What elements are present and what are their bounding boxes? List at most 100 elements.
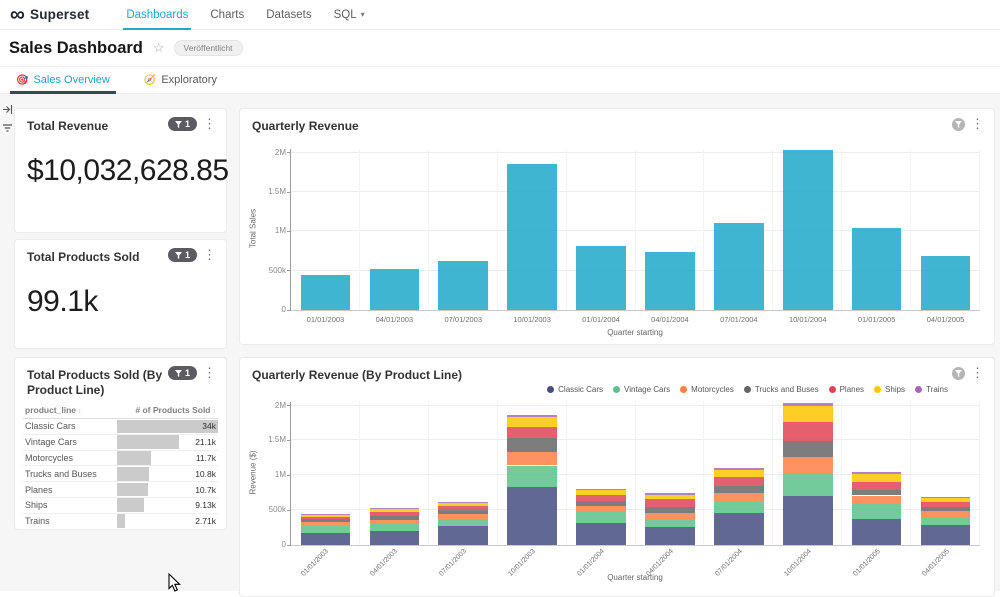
bar-segment[interactable] — [507, 414, 557, 418]
bar[interactable] — [507, 163, 557, 310]
kebab-menu-icon[interactable]: ⋮ — [203, 247, 216, 262]
bar[interactable] — [300, 275, 351, 310]
bar-segment[interactable] — [300, 519, 351, 522]
bar-segment[interactable] — [576, 522, 626, 545]
bar-segment[interactable] — [714, 492, 764, 502]
cross-filter-indicator-icon[interactable] — [952, 117, 965, 131]
bar[interactable] — [645, 251, 695, 310]
cross-filter-indicator-icon[interactable] — [952, 366, 965, 380]
bar-segment[interactable] — [714, 501, 764, 513]
bar-segment[interactable] — [507, 487, 557, 545]
bar-segment[interactable] — [369, 531, 420, 545]
column-header-product-line[interactable]: product_line ↕ — [23, 403, 117, 419]
legend-item-trucks-and-buses[interactable]: Trucks and Buses — [743, 385, 819, 394]
legend-item-ships[interactable]: Ships — [874, 385, 905, 394]
tab-exploratory[interactable]: 🧭 Exploratory — [138, 67, 223, 93]
bar-segment[interactable] — [920, 517, 971, 525]
kebab-menu-icon[interactable]: ⋮ — [971, 365, 984, 380]
filter-icon[interactable] — [2, 123, 13, 133]
bar-segment[interactable] — [645, 493, 695, 495]
bar-segment[interactable] — [507, 438, 557, 452]
kebab-menu-icon[interactable]: ⋮ — [971, 116, 984, 131]
bar[interactable] — [369, 268, 420, 310]
bar-segment[interactable] — [851, 481, 902, 490]
bar-segment[interactable] — [714, 476, 764, 486]
bar-segment[interactable] — [920, 496, 971, 499]
bar-segment[interactable] — [438, 518, 489, 527]
bar-segment[interactable] — [576, 505, 626, 513]
bar-segment[interactable] — [369, 512, 420, 517]
expand-filter-bar-icon[interactable] — [2, 104, 13, 115]
bar[interactable] — [920, 255, 971, 310]
bar-segment[interactable] — [920, 506, 971, 511]
bar-segment[interactable] — [576, 488, 626, 490]
bar-segment[interactable] — [576, 495, 626, 502]
table-row[interactable]: Classic Cars 34k — [23, 418, 218, 435]
bar[interactable] — [851, 227, 902, 310]
favorite-star-icon[interactable]: ☆ — [152, 40, 165, 55]
bar-segment[interactable] — [851, 503, 902, 519]
table-row[interactable]: Ships 9.13k — [23, 497, 218, 514]
bar-segment[interactable] — [438, 509, 489, 514]
nav-item-dashboards[interactable]: Dashboards — [115, 0, 199, 30]
bar-segment[interactable] — [782, 473, 833, 497]
bar-segment[interactable] — [507, 451, 557, 466]
bar-segment[interactable] — [714, 467, 764, 471]
bar-segment[interactable] — [782, 496, 833, 545]
nav-item-datasets[interactable]: Datasets — [266, 8, 312, 21]
bar-segment[interactable] — [920, 524, 971, 545]
bar-segment[interactable] — [576, 512, 626, 523]
bar-segment[interactable] — [438, 502, 489, 506]
column-header-products-sold[interactable]: # of Products Sold ↕ — [116, 403, 218, 419]
legend-item-classic-cars[interactable]: Classic Cars — [547, 385, 603, 394]
bar-segment[interactable] — [782, 402, 833, 406]
bar-segment[interactable] — [507, 417, 557, 428]
bar-segment[interactable] — [645, 526, 695, 545]
applied-filter-badge[interactable]: 1 — [167, 117, 197, 131]
bar-segment[interactable] — [438, 526, 489, 545]
bar-segment[interactable] — [851, 495, 902, 504]
bar-segment[interactable] — [645, 518, 695, 527]
bar-segment[interactable] — [714, 512, 764, 545]
bar-segment[interactable] — [645, 507, 695, 513]
bar-segment[interactable] — [714, 470, 764, 477]
applied-filter-badge[interactable]: 1 — [167, 366, 197, 380]
bar[interactable] — [576, 246, 626, 310]
bar-segment[interactable] — [851, 489, 902, 496]
bar-segment[interactable] — [369, 516, 420, 520]
legend-item-vintage-cars[interactable]: Vintage Cars — [613, 385, 670, 394]
table-row[interactable]: Planes 10.7k — [23, 481, 218, 498]
nav-item-charts[interactable]: Charts — [210, 8, 245, 21]
bar[interactable] — [438, 261, 489, 310]
bar-segment[interactable] — [851, 471, 902, 474]
bar-segment[interactable] — [300, 521, 351, 525]
bar-segment[interactable] — [782, 405, 833, 422]
bar-segment[interactable] — [369, 509, 420, 513]
bar[interactable] — [782, 149, 833, 310]
bar-segment[interactable] — [438, 513, 489, 519]
bar[interactable] — [714, 223, 764, 310]
bar-segment[interactable] — [300, 513, 351, 515]
bar-segment[interactable] — [576, 501, 626, 506]
bar-segment[interactable] — [920, 501, 971, 507]
kebab-menu-icon[interactable]: ⋮ — [203, 365, 216, 380]
bar-segment[interactable] — [438, 505, 489, 510]
bar-segment[interactable] — [507, 465, 557, 488]
bar-segment[interactable] — [645, 494, 695, 499]
bar-segment[interactable] — [369, 508, 420, 510]
bar-segment[interactable] — [576, 489, 626, 496]
bar-segment[interactable] — [300, 514, 351, 517]
published-badge[interactable]: Veröffentlicht — [173, 40, 243, 56]
applied-filter-badge[interactable]: 1 — [167, 248, 197, 262]
tab-sales-overview[interactable]: 🎯 Sales Overview — [10, 67, 116, 94]
table-row[interactable]: Vintage Cars 21.1k — [23, 434, 218, 451]
bar-segment[interactable] — [300, 524, 351, 534]
bar-segment[interactable] — [369, 523, 420, 532]
bar-segment[interactable] — [300, 516, 351, 520]
bar-segment[interactable] — [782, 457, 833, 474]
bar-segment[interactable] — [851, 518, 902, 545]
bar-segment[interactable] — [645, 512, 695, 519]
nav-item-sql[interactable]: SQL ▾ — [333, 8, 365, 21]
legend-item-motorcycles[interactable]: Motorcycles — [680, 385, 734, 394]
bar-segment[interactable] — [507, 427, 557, 439]
